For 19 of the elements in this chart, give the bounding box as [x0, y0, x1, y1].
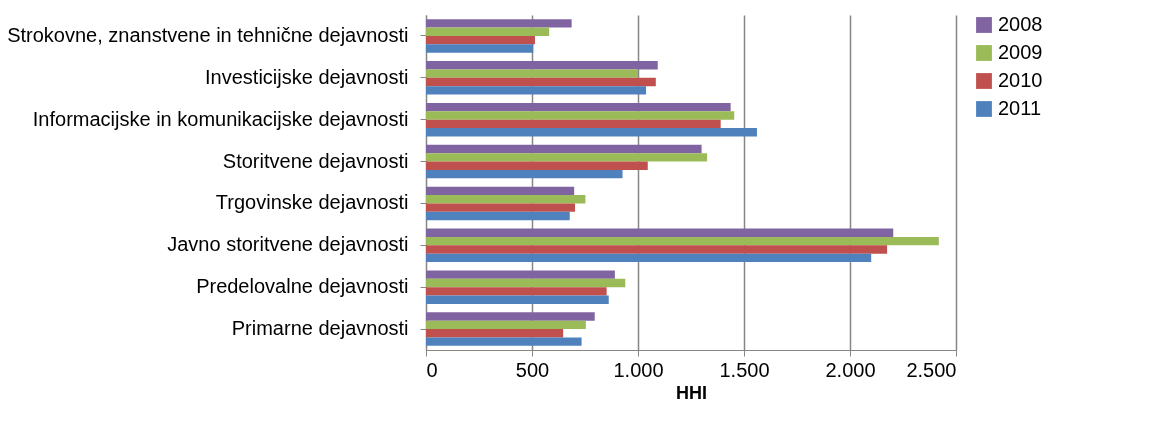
y-tick-label: Storitvene dejavnosti: [222, 149, 409, 172]
y-tick-label: Investicijske dejavnosti: [205, 65, 409, 88]
x-tick-label: 2.000: [825, 358, 876, 381]
x-tick-label: 2.500: [906, 358, 957, 381]
x-tick-label: 0: [426, 358, 438, 381]
y-tick-label: Javno storitvene dejavnosti: [167, 233, 409, 256]
x-tick-label: 500: [515, 358, 550, 381]
y-tick-label: Strokovne, znanstvene in tehnične dejavnosti: [7, 23, 409, 46]
y-tick-label: Trgovinske dejavnosti: [215, 191, 409, 214]
x-tick-label: 1.500: [719, 358, 770, 381]
y-tick-label: Predelovalne dejavnosti: [196, 275, 409, 298]
x-axis-title: HHI: [676, 382, 707, 403]
legend-label: 2009: [998, 41, 1043, 63]
y-tick-label: Primarne dejavnosti: [231, 317, 409, 340]
legend-label: 2008: [998, 13, 1043, 35]
legend-label: 2010: [998, 69, 1043, 91]
y-tick-label: Informacijske in komunikacijske dejavnosti: [32, 107, 409, 130]
legend-label: 2011: [998, 97, 1042, 119]
x-tick-label: 1.000: [613, 358, 664, 381]
